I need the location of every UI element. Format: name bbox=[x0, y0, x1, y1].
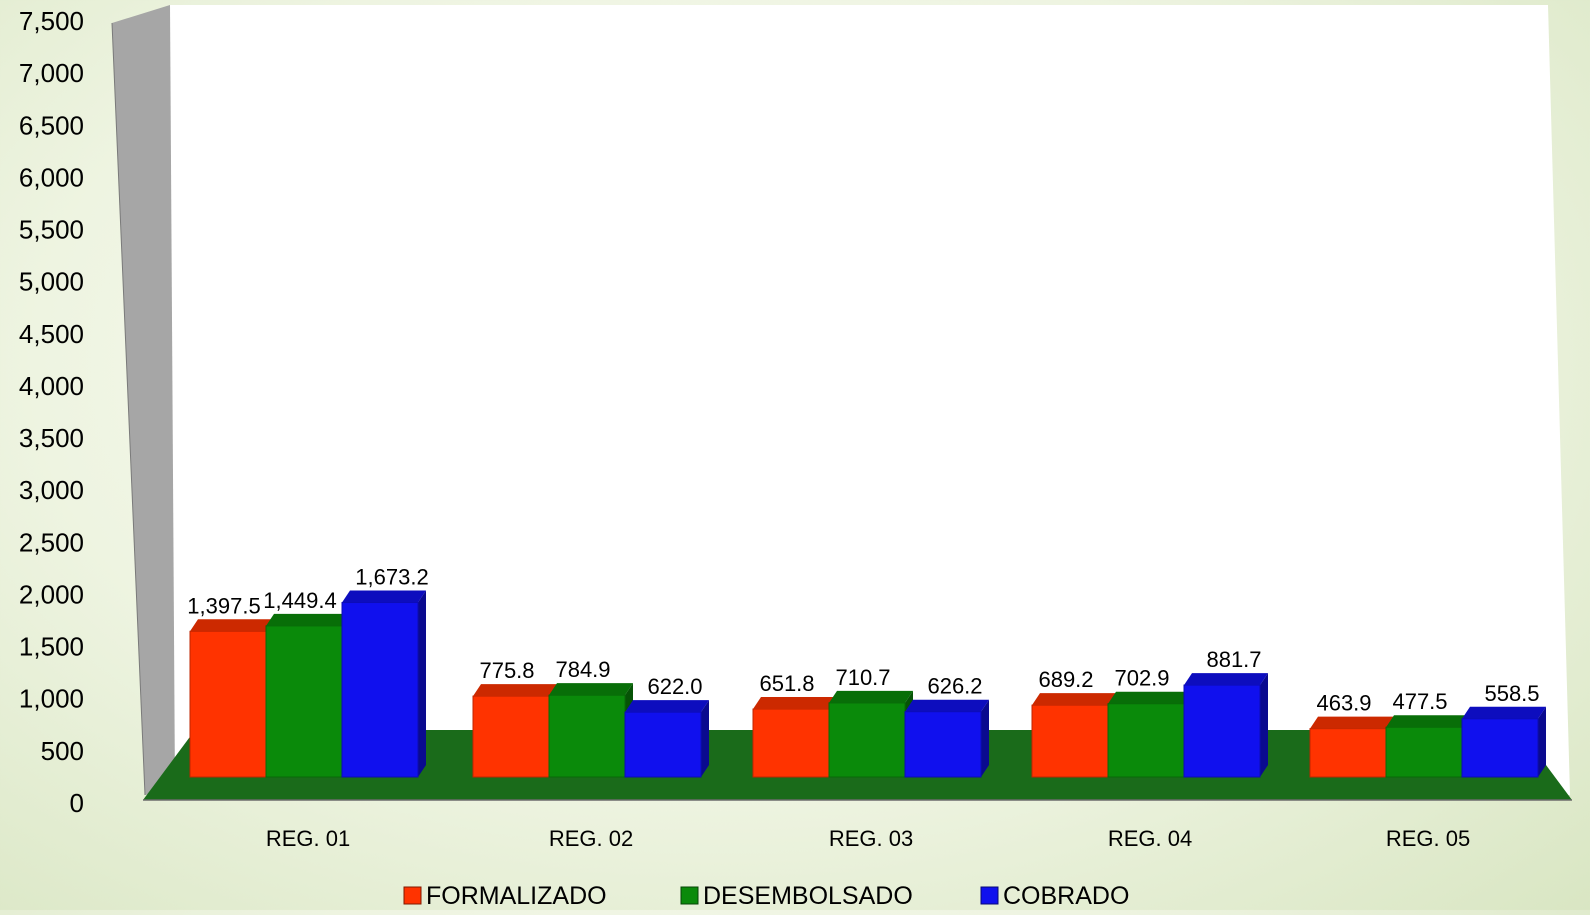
x-category-label: REG. 02 bbox=[549, 826, 633, 851]
legend-swatch bbox=[680, 886, 699, 905]
bar-front bbox=[752, 708, 830, 778]
bar-front bbox=[1107, 703, 1185, 778]
bar-top bbox=[1462, 706, 1546, 719]
bar-top bbox=[1310, 716, 1394, 729]
bar-front bbox=[189, 630, 267, 778]
y-tick-label: 1,000 bbox=[19, 684, 84, 714]
bar-top bbox=[342, 590, 426, 603]
bar-front bbox=[1309, 728, 1387, 778]
data-label: 463.9 bbox=[1316, 691, 1371, 716]
x-category-label: REG. 05 bbox=[1386, 826, 1470, 851]
y-tick-label: 5,000 bbox=[19, 267, 84, 297]
bar-top bbox=[1108, 691, 1192, 704]
y-tick-label: 6,500 bbox=[19, 110, 84, 140]
x-axis: REG. 01 REG. 02 REG. 03 REG. 04 REG. 05 bbox=[266, 826, 1470, 851]
x-category-label: REG. 04 bbox=[1108, 826, 1192, 851]
bar-top bbox=[829, 690, 913, 703]
bar-top bbox=[1184, 673, 1268, 686]
bar-top bbox=[1386, 715, 1470, 728]
y-tick-label: 2,000 bbox=[19, 579, 84, 609]
bar-front bbox=[904, 711, 982, 778]
y-tick-label: 6,000 bbox=[19, 162, 84, 192]
bar-front bbox=[1385, 726, 1463, 778]
data-label: 626.2 bbox=[927, 674, 982, 699]
y-axis: 0 500 1,000 1,500 2,000 2,500 3,000 3,500 4,000 4… bbox=[19, 6, 84, 818]
data-label: 651.8 bbox=[759, 671, 814, 696]
y-tick-label: 2,500 bbox=[19, 527, 84, 557]
side-wall-edge bbox=[111, 22, 146, 796]
data-label: 702.9 bbox=[1114, 666, 1169, 691]
y-tick-label: 500 bbox=[41, 736, 84, 766]
data-label: 558.5 bbox=[1484, 681, 1539, 706]
y-tick-label: 7,500 bbox=[19, 6, 84, 36]
legend: FORMALIZADO DESEMBOLSADO COBRADO bbox=[403, 882, 1129, 910]
bar-top bbox=[190, 619, 274, 632]
bar-top bbox=[473, 684, 557, 697]
data-label: 689.2 bbox=[1038, 667, 1093, 692]
data-label: 784.9 bbox=[555, 657, 610, 682]
bar-side bbox=[1538, 706, 1546, 777]
x-category-label: REG. 01 bbox=[266, 826, 350, 851]
y-tick-label: 5,500 bbox=[19, 215, 84, 245]
bar-side bbox=[1260, 673, 1268, 777]
bar-top bbox=[549, 683, 633, 696]
data-label: 622.0 bbox=[647, 674, 702, 699]
bar-front bbox=[1031, 704, 1109, 778]
bar-front bbox=[548, 694, 626, 778]
legend-label: DESEMBOLSADO bbox=[703, 882, 913, 910]
y-tick-label: 7,000 bbox=[19, 58, 84, 88]
y-tick-label: 4,500 bbox=[19, 319, 84, 349]
bar-side bbox=[701, 700, 709, 777]
back-wall bbox=[170, 5, 1570, 795]
bar-front bbox=[1461, 718, 1539, 778]
data-label: 1,397.5 bbox=[187, 593, 260, 618]
bar-top bbox=[625, 700, 709, 713]
bar-side bbox=[981, 699, 989, 777]
legend-label: FORMALIZADO bbox=[426, 882, 607, 910]
y-tick-label: 3,500 bbox=[19, 423, 84, 453]
bar-top bbox=[753, 697, 837, 710]
data-labels-group: 1,397.5 1,449.4 1,673.2 775.8 784.9 622.0 651.… bbox=[187, 565, 1539, 716]
bar-front bbox=[624, 711, 702, 778]
data-label: 477.5 bbox=[1392, 689, 1447, 714]
data-label: 710.7 bbox=[835, 665, 890, 690]
bar-top bbox=[1032, 693, 1116, 706]
side-wall bbox=[112, 5, 175, 795]
bar-top bbox=[905, 699, 989, 712]
bar-front bbox=[1183, 684, 1261, 778]
bar-front bbox=[265, 625, 343, 778]
bars-group bbox=[189, 590, 1546, 778]
bar-top bbox=[266, 613, 350, 626]
bar-front bbox=[828, 702, 906, 778]
data-label: 881.7 bbox=[1206, 647, 1261, 672]
legend-swatch bbox=[403, 886, 422, 905]
y-tick-label: 4,000 bbox=[19, 371, 84, 401]
bar-front bbox=[472, 695, 550, 778]
data-label: 1,673.2 bbox=[355, 565, 428, 590]
bar-side bbox=[418, 590, 426, 777]
data-label: 775.8 bbox=[479, 658, 534, 683]
y-tick-label: 3,000 bbox=[19, 475, 84, 505]
y-tick-label: 0 bbox=[70, 788, 84, 818]
bar-front bbox=[341, 602, 419, 778]
legend-swatch bbox=[980, 886, 999, 905]
data-label: 1,449.4 bbox=[263, 588, 336, 613]
x-category-label: REG. 03 bbox=[829, 826, 913, 851]
legend-label: COBRADO bbox=[1003, 882, 1129, 910]
y-tick-label: 1,500 bbox=[19, 632, 84, 662]
